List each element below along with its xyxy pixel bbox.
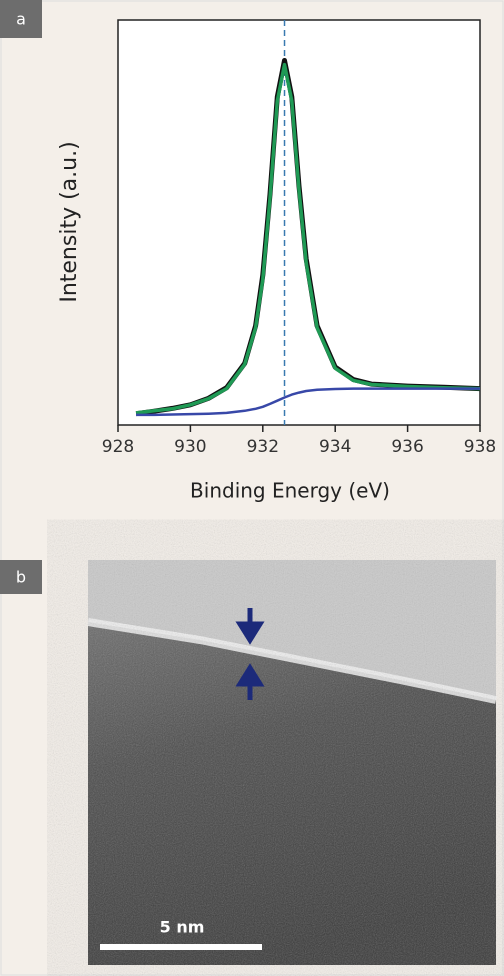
x-tick-label: 934 [319, 437, 351, 457]
arrow-up [235, 663, 265, 700]
scale-bar-label: 5 nm [160, 918, 205, 937]
x-tick-label: 936 [391, 437, 423, 457]
x-tick-label: 930 [174, 437, 206, 457]
arrow-down [235, 608, 265, 645]
x-tick-label: 938 [464, 437, 496, 457]
panel-label-box [0, 0, 42, 38]
plot-area [117, 19, 481, 426]
micrograph: 5 nm [87, 560, 497, 965]
y-axis-title: Intensity (a.u.) [57, 141, 82, 302]
noise [88, 560, 496, 965]
panel-label: b [16, 568, 26, 587]
x-axis-title: Binding Energy (eV) [190, 479, 390, 503]
panel-label-box [0, 560, 42, 594]
scale-bar [100, 944, 262, 950]
panel-label: a [16, 10, 26, 29]
data-line [135, 62, 481, 415]
x-tick-label: 932 [247, 437, 279, 457]
data-line [136, 387, 480, 417]
x-tick-label: 928 [102, 437, 134, 457]
